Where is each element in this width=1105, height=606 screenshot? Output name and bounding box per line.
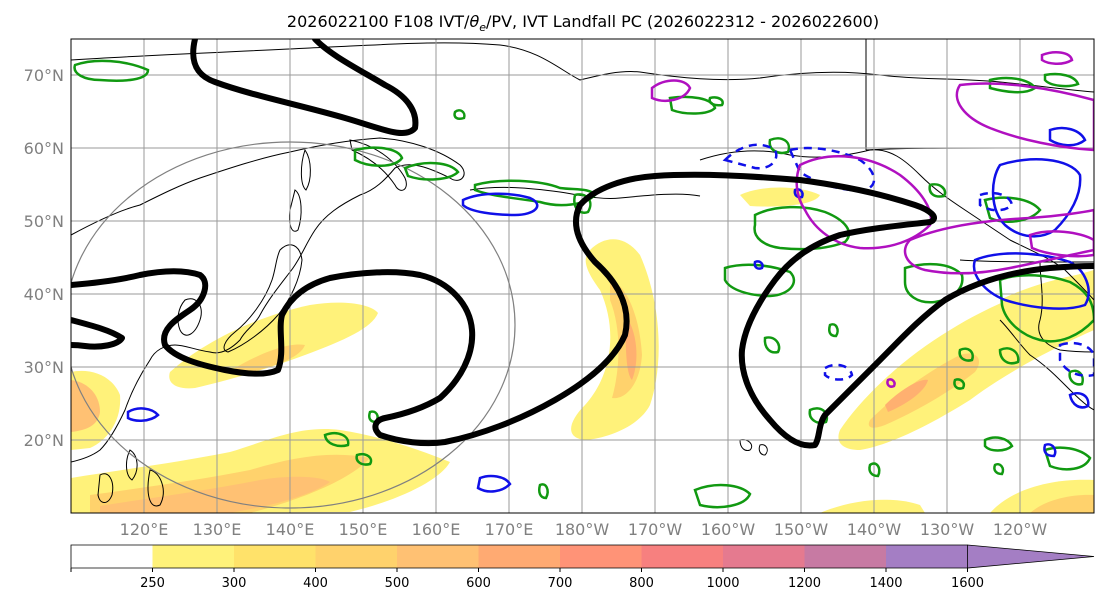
colorbar-tick-label: 250 [140,576,165,591]
lat-label: 40°N [24,285,64,304]
lon-label: 130°E [193,520,242,539]
landfall-circle [71,141,516,509]
colorbar-segment [560,545,643,568]
lon-label: 170°W [628,520,683,539]
lon-label: 160°W [701,520,756,539]
colorbar-tick-label: 1000 [706,576,739,591]
lat-label: 50°N [24,212,64,231]
coastlines [71,39,1094,507]
pv-contours [71,39,1094,449]
lat-label: 70°N [24,66,64,85]
colorbar-segment [315,545,398,568]
lat-label: 30°N [24,358,64,377]
colorbar-tick-label: 500 [385,576,410,591]
colorbar-segment [71,545,154,568]
lon-label: 130°W [920,520,975,539]
colorbar-extend-arrow [967,544,1095,569]
gridlines [71,39,1094,513]
colorbar-tick-label: 400 [303,576,328,591]
ivt-shading [71,187,1094,513]
colorbar-segment [234,545,317,568]
figure-title: 2026022100 F108 IVT/θe/PV, IVT Landfall … [287,12,879,34]
lon-label: 120°E [120,520,169,539]
ivt-plume-southeast [820,499,925,513]
latitude-labels: 70°N 60°N 50°N 40°N 30°N 20°N [24,66,64,450]
lon-label: 170°E [485,520,534,539]
lat-label: 20°N [24,431,64,450]
lon-label: 180°W [555,520,610,539]
lon-label: 120°W [993,520,1048,539]
colorbar-outline [70,544,968,569]
colorbar-segment [152,545,235,568]
lon-label: 160°E [412,520,461,539]
lat-label: 60°N [24,139,64,158]
colorbar-tick-label: 300 [222,576,247,591]
colorbar-segment [478,545,561,568]
colorbar-segment [886,545,969,568]
theta-e-blue-contours [126,126,1094,493]
lon-label: 140°W [847,520,902,539]
longitude-labels: 120°E 130°E 140°E 150°E 160°E 170°E 180°… [120,520,1048,539]
colorbar-tick-label: 1600 [951,576,984,591]
colorbar-tick-label: 1400 [869,576,902,591]
lon-label: 150°W [774,520,829,539]
map-panel [71,39,1094,513]
colorbar-segment [641,545,724,568]
colorbar-tick-label: 1200 [788,576,821,591]
colorbar-tick-label: 600 [466,576,491,591]
colorbar-segment [804,545,887,568]
colorbar-tick-label: 800 [629,576,654,591]
lon-label: 150°E [339,520,388,539]
colorbar: 250 300 400 500 600 700 800 1000 1200 1400 1600 [70,544,1095,591]
ivt-plume-dateline [571,239,659,440]
colorbar-segment [397,545,480,568]
colorbar-tick-label: 700 [548,576,573,591]
theta-e-magenta-contours [650,51,1094,388]
lon-label: 140°E [266,520,315,539]
map-frame [70,38,1095,514]
colorbar-segment [723,545,806,568]
